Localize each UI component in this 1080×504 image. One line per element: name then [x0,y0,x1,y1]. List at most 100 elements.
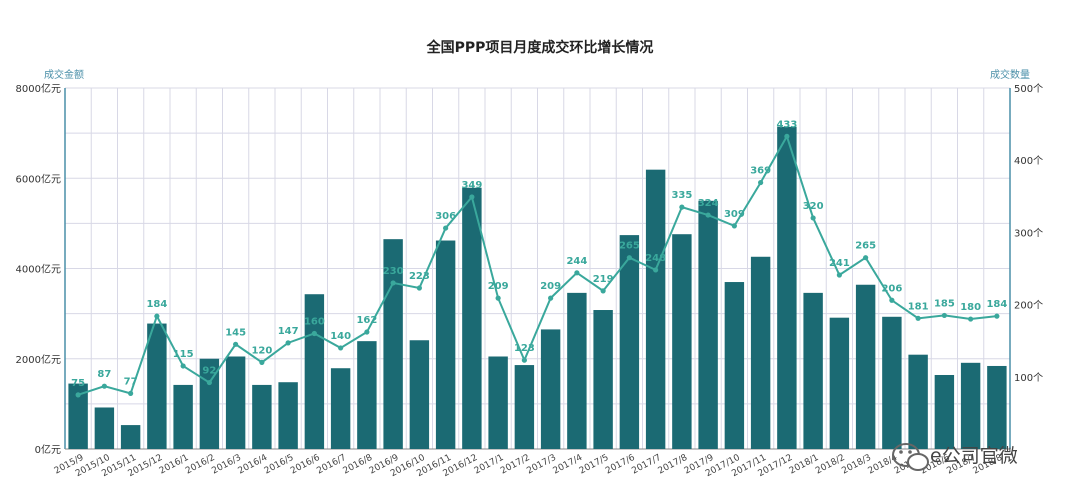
line-point [390,280,396,286]
bar [120,425,141,449]
line-point [259,359,265,365]
bar [357,341,377,449]
x-tick-label: 2018/2 [814,453,847,477]
data-label: 209 [488,281,509,292]
x-tick-label: 2018/3 [840,453,873,477]
watermark-text: e公司官微 [930,445,1018,467]
bar [698,200,718,449]
bar [409,340,430,449]
data-label: 77 [124,376,138,387]
line-point [941,312,947,319]
axes: 0亿元 2000亿元 4000亿元 6000亿元 8000亿元 100个 200个 300个 4… [16,82,1044,456]
bar [173,384,193,449]
data-label: 181 [908,301,929,312]
count-line [77,133,997,396]
wechat-logo-icon [892,443,929,471]
line-point [416,285,422,291]
line-point [311,330,317,337]
bar [672,234,692,449]
bar [619,235,640,449]
data-label: 306 [435,211,456,222]
data-label: 92 [202,366,216,377]
data-label: 265 [855,241,876,252]
bar [278,382,298,449]
y-tick-label-left: 4000亿元 [16,263,61,276]
bar [803,292,823,449]
data-label: 223 [409,271,430,282]
line-point [364,329,370,335]
x-tick-label: 2016/7 [315,453,348,477]
line-point [548,295,554,301]
data-label: 180 [960,302,981,313]
data-label: 185 [934,298,955,309]
bar [882,316,902,449]
line-point [731,223,737,229]
bar [960,362,981,449]
bar [330,368,351,449]
line-point [233,341,239,347]
data-label: 184 [146,299,167,310]
y-tick-label-right: 500个 [1014,83,1043,95]
line-point [600,288,606,294]
line-point [679,204,685,210]
bar [987,365,1007,449]
line-point [626,255,632,261]
x-tick-label: 2017/7 [630,453,663,477]
x-axis-ticks: 2015/92015/102015/112015/122016/12016/22… [53,453,1005,480]
line-series: 75 87 77 184 115 92 145 120 147 160 140 162 230 223 30… [71,119,1007,398]
data-label: 244 [566,256,587,267]
bar [750,256,771,449]
data-label: 335 [671,190,692,201]
line-point [889,297,895,303]
data-label: 140 [330,331,351,342]
data-label: 147 [278,326,299,337]
line-point [443,225,449,231]
data-label: 120 [251,345,272,356]
bar [252,384,272,449]
x-tick-label: 2016/1 [158,453,191,477]
y-tick-label-right: 300个 [1014,227,1043,239]
x-tick-label: 2017/2 [499,453,532,477]
line-point [994,313,1000,319]
data-label: 219 [593,274,614,285]
right-axis-title: 成交数量 [990,68,1030,81]
x-tick-label: 2017/5 [578,453,611,477]
data-label: 145 [225,327,246,338]
line-point [495,295,501,301]
chart-title: 全国PPP项目月度成交环比增长情况 [426,39,654,56]
y-tick-label-left: 6000亿元 [16,172,61,185]
data-label: 87 [97,369,111,380]
line-point [75,392,81,398]
bar [435,240,456,449]
y-tick-label-right: 200个 [1014,300,1043,312]
y-tick-label-left: 2000亿元 [16,353,61,366]
line-point [154,313,160,319]
data-label: 230 [383,266,404,277]
left-axis-title: 成交金额 [44,68,84,81]
watermark: e公司官微 [892,443,1018,471]
bar [829,317,850,449]
line-point [338,345,344,351]
bar [514,365,535,449]
data-label: 75 [71,378,85,389]
y-tick-label-right: 400个 [1014,155,1043,167]
bar [304,294,325,449]
data-label: 320 [803,201,824,212]
data-label: 115 [173,349,194,360]
bar [199,358,220,449]
bar [777,126,797,450]
line-point [206,379,212,386]
line-point [653,267,659,273]
data-label: 248 [645,253,666,264]
line-point [836,272,842,278]
bar [225,356,246,449]
bar [147,323,167,449]
line-point [705,212,711,218]
x-tick-label: 2017/3 [525,453,558,477]
line-point [469,194,475,200]
data-label: 265 [619,241,640,252]
data-label: 369 [750,166,771,177]
x-tick-label: 2016/3 [210,453,243,477]
